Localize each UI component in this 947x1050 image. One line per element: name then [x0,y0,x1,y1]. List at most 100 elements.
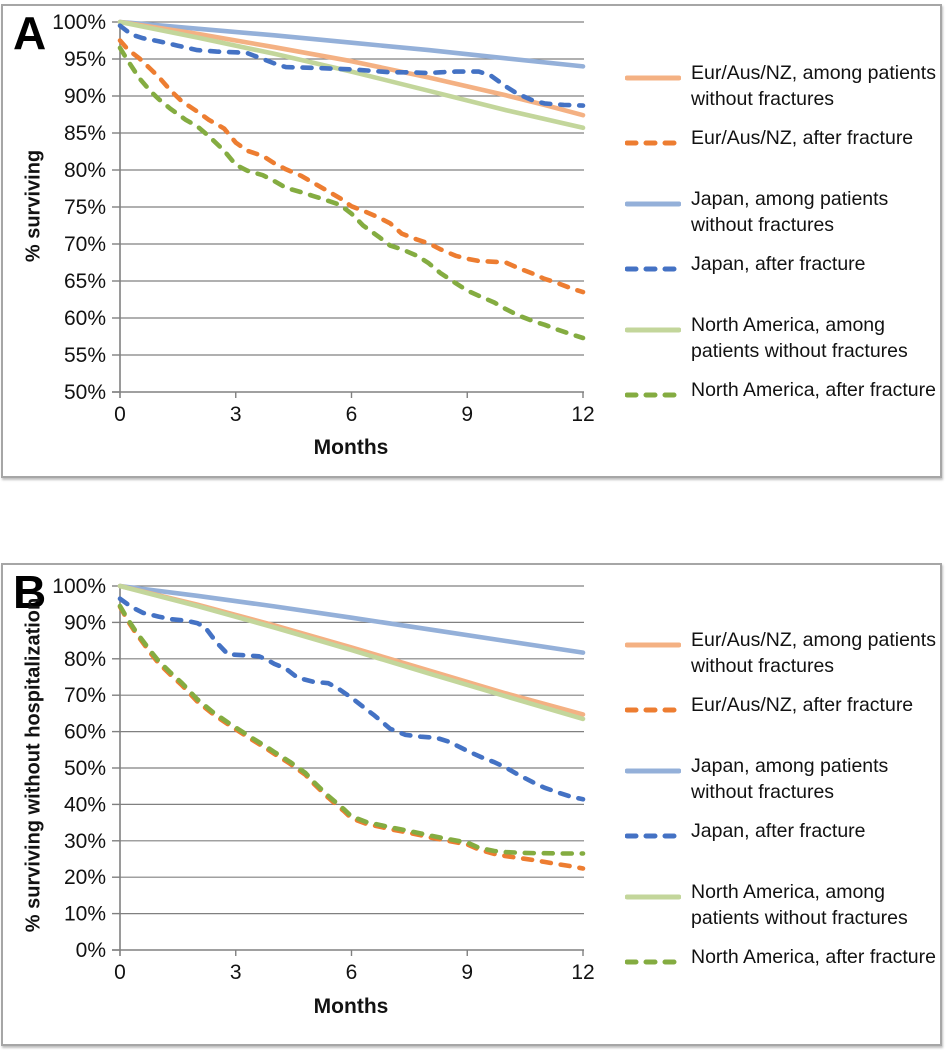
y-tick-label: 20% [64,866,106,889]
solid-line-icon [624,642,682,648]
solid-line-icon [624,327,682,333]
legend-entry-na-no-fracture: North America, among patients without fr… [624,312,943,364]
na-after-fracture-line [117,45,586,341]
dashed-line-icon [624,140,682,146]
x-tick-label: 6 [346,961,358,984]
hospitalization-free-line-chart: 100% 90% 80% 70% 60% 50% 40% 30% 20% 10% 0% 0 3 6 9 12 [52,575,594,984]
legend-label: Japan, among patients without fractures [691,755,889,803]
y-tick-label: 50% [64,381,106,404]
na-no-fracture-line [117,583,586,722]
y-tick-label: 70% [64,684,106,707]
dashed-line-icon [624,833,682,839]
legend-swatch-japan-after-fracture [624,260,682,278]
panel-a: A % surviving 100% 95% 90% 85% 80% 75% 70% 65% 6… [1,4,942,478]
y-tick-label: 50% [64,757,106,780]
legend-label: North America, among patients without fr… [691,881,908,929]
legend-label: Eur/Aus/NZ, after fracture [691,127,914,149]
legend-swatch-eur-after-fracture [624,134,682,152]
legend-swatch-japan-after-fracture [624,827,682,845]
legend-swatch-japan-no-fracture [624,195,682,213]
x-tick-label: 9 [461,961,473,984]
legend-label: Japan, among patients without fractures [691,188,889,236]
x-tick-label: 0 [114,403,126,426]
panel-b: B % surviving without hospitalization 10… [1,563,942,1046]
y-tick-label: 70% [64,233,106,256]
y-tick-label: 100% [52,11,106,34]
y-tick-label: 60% [64,721,106,744]
x-tick-label: 6 [346,403,358,426]
legend-entry-na-after-fracture: North America, after fracture [624,944,943,971]
x-tick-label: 3 [230,961,242,984]
solid-line-icon [624,894,682,900]
dashed-line-icon [624,266,682,272]
legend-swatch-eur-after-fracture [624,701,682,719]
y-tick-label: 40% [64,793,106,816]
survival-line-chart: 100% 95% 90% 85% 80% 75% 70% 65% 60% 55% 50% 0 3 6 9 12 [52,11,594,426]
x-tick-label: 12 [571,403,594,426]
y-tick-label: 0% [76,939,106,962]
legend-swatch-na-no-fracture [624,321,682,339]
legend-entry-japan-after-fracture: Japan, after fracture [624,818,943,845]
legend-entry-eur-after-fracture: Eur/Aus/NZ, after fracture [624,692,943,719]
x-tick-label: 12 [571,961,594,984]
y-tick-label: 95% [64,48,106,71]
y-tick-label: 90% [64,85,106,108]
legend-label: North America, after fracture [691,946,936,968]
x-tick-label: 9 [461,403,473,426]
y-tick-label: 85% [64,122,106,145]
legend-entry-japan-after-fracture: Japan, after fracture [624,251,943,278]
legend: Eur/Aus/NZ, among patients without fract… [624,627,943,1005]
japan-no-fracture-line [117,583,586,655]
panel-a-letter: A [13,7,47,59]
y-tick-label: 80% [64,648,106,671]
x-axis-title: Months [313,995,389,1018]
y-tick-label: 100% [52,575,106,598]
legend: Eur/Aus/NZ, among patients without fract… [624,60,943,438]
y-tick-label: 75% [64,196,106,219]
legend-entry-eur-no-fracture: Eur/Aus/NZ, among patients without fract… [624,627,943,679]
x-axis-title: Months [313,436,389,459]
y-tick-label: 65% [64,270,106,293]
solid-line-icon [624,768,682,774]
legend-swatch-na-after-fracture [624,386,682,404]
y-tick-label: 80% [64,159,106,182]
solid-line-icon [624,75,682,81]
legend-label: Eur/Aus/NZ, after fracture [691,694,914,716]
y-tick-label: 60% [64,307,106,330]
legend-swatch-na-no-fracture [624,888,682,906]
x-tick-label: 3 [230,403,242,426]
na-no-fracture-line [117,19,586,131]
panel-b-letter: B [13,566,47,618]
legend-swatch-eur-no-fracture [624,636,682,654]
na-after-fracture-line [117,603,586,856]
japan-after-fracture-line [117,23,586,108]
eur-after-fracture-line [117,38,586,295]
japan-no-fracture-line [117,19,586,69]
legend-entry-na-after-fracture: North America, after fracture [624,377,943,404]
legend-label: Eur/Aus/NZ, among patients without fract… [691,62,936,110]
y-tick-label: 30% [64,830,106,853]
legend-label: North America, among patients without fr… [691,314,908,362]
legend-entry-eur-no-fracture: Eur/Aus/NZ, among patients without fract… [624,60,943,112]
legend-label: North America, after fracture [691,379,936,401]
dashed-line-icon [624,707,682,713]
y-tick-label: 90% [64,611,106,634]
legend-entry-japan-no-fracture: Japan, among patients without fractures [624,753,943,805]
legend-swatch-japan-no-fracture [624,762,682,780]
x-tick-label: 0 [114,961,126,984]
dashed-line-icon [624,959,682,965]
legend-entry-na-no-fracture: North America, among patients without fr… [624,879,943,931]
y-tick-label: 55% [64,344,106,367]
legend-label: Japan, after fracture [691,820,866,842]
dashed-line-icon [624,392,682,398]
legend-label: Japan, after fracture [691,253,866,275]
japan-after-fracture-line [117,596,586,802]
legend-entry-eur-after-fracture: Eur/Aus/NZ, after fracture [624,125,943,152]
legend-swatch-na-after-fracture [624,953,682,971]
y-tick-label: 10% [64,903,106,926]
legend-swatch-eur-no-fracture [624,69,682,87]
legend-label: Eur/Aus/NZ, among patients without fract… [691,629,936,677]
solid-line-icon [624,201,682,207]
legend-entry-japan-no-fracture: Japan, among patients without fractures [624,186,943,238]
